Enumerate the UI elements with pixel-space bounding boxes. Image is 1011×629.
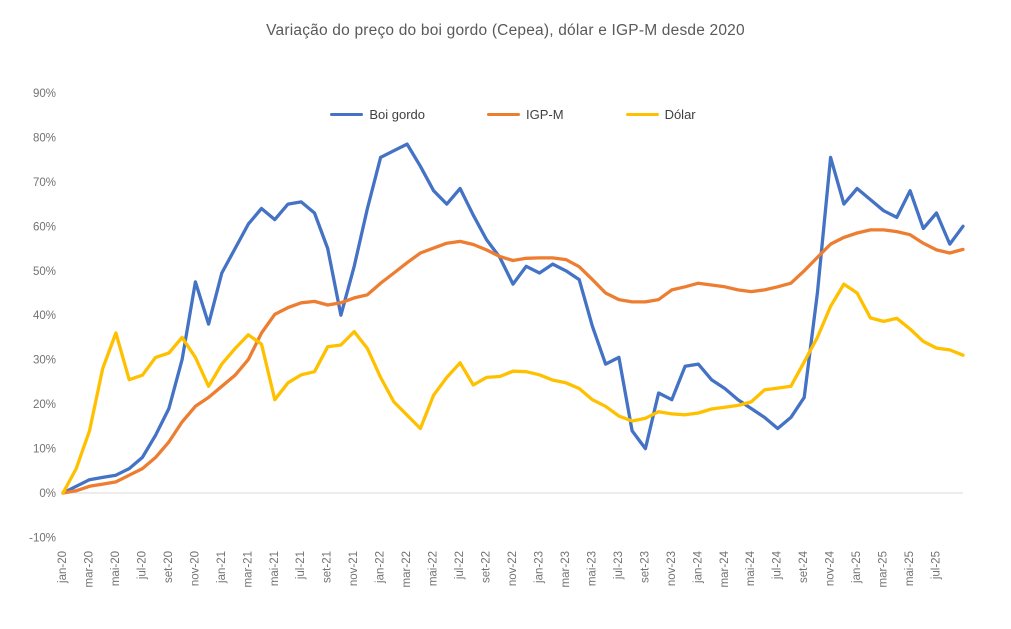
x-tick-label: mar-24 <box>719 550 731 587</box>
x-tick-label: nov-20 <box>189 551 201 586</box>
x-tick-label: set-24 <box>798 550 810 583</box>
x-tick-label: jul-20 <box>136 551 148 580</box>
y-tick-label: 30% <box>33 355 56 367</box>
y-tick-label: 60% <box>33 221 56 233</box>
x-tick-label: jan-21 <box>216 551 228 584</box>
x-tick-label: nov-24 <box>825 550 837 586</box>
series-line-boi-gordo <box>61 142 965 495</box>
x-tick-label: jan-24 <box>692 550 704 584</box>
legend-swatch-igpm <box>487 112 520 117</box>
x-tick-label: jan-25 <box>851 551 863 584</box>
x-tick-label: mai-25 <box>904 551 916 586</box>
x-tick-label: nov-23 <box>666 551 678 586</box>
legend: Boi gordo IGP-M Dólar <box>63 107 963 122</box>
legend-item-boi-gordo: Boi gordo <box>330 107 425 122</box>
x-tick-label: mar-20 <box>83 551 95 587</box>
x-tick-label: jan-22 <box>375 551 387 584</box>
x-tick-label: mar-21 <box>242 551 254 587</box>
x-tick-label: mar-22 <box>401 551 413 587</box>
series-line-d-lar <box>61 282 965 495</box>
x-tick-label: nov-22 <box>507 551 519 586</box>
x-tick-label: mai-21 <box>269 551 281 586</box>
x-tick-label: set-22 <box>481 551 493 583</box>
x-tick-label: jan-23 <box>533 551 545 584</box>
legend-swatch-dolar <box>625 112 659 117</box>
y-tick-label: 90% <box>33 88 56 100</box>
chart-title: Variação do preço do boi gordo (Cepea), … <box>266 22 745 39</box>
y-tick-label: -10% <box>29 532 56 544</box>
x-tick-label: mai-20 <box>110 551 122 586</box>
legend-label-boi-gordo: Boi gordo <box>369 107 425 122</box>
x-tick-label: mai-23 <box>586 551 598 586</box>
legend-swatch-boi-gordo <box>330 112 364 117</box>
x-tick-label: nov-21 <box>348 551 360 586</box>
y-tick-label: 40% <box>33 310 56 322</box>
x-tick-label: jul-25 <box>931 551 943 580</box>
x-tick-label: mai-22 <box>428 551 440 586</box>
series-line-igp-m <box>61 228 965 495</box>
x-tick-label: set-21 <box>322 551 334 583</box>
y-tick-label: 80% <box>33 132 56 144</box>
legend-item-igpm: IGP-M <box>487 107 564 122</box>
x-tick-label: mar-25 <box>878 551 890 587</box>
y-tick-label: 0% <box>39 488 56 500</box>
y-tick-label: 20% <box>33 399 56 411</box>
x-tick-label: set-20 <box>163 551 175 583</box>
legend-label-dolar: Dólar <box>664 107 696 122</box>
legend-item-dolar: Dólar <box>625 107 696 122</box>
y-tick-label: 50% <box>33 266 56 278</box>
x-tick-label: mar-23 <box>560 551 572 587</box>
x-tick-label: jan-20 <box>57 551 69 584</box>
y-tick-label: 10% <box>33 444 56 456</box>
y-tick-label: 70% <box>33 177 56 189</box>
x-tick-label: jul-24 <box>772 550 784 580</box>
x-tick-label: jul-21 <box>295 551 307 580</box>
x-tick-label: jul-23 <box>613 551 625 580</box>
legend-label-igpm: IGP-M <box>526 107 564 122</box>
x-tick-label: jul-22 <box>454 551 466 580</box>
x-tick-label: set-23 <box>639 551 651 583</box>
x-tick-label: mai-24 <box>745 550 757 586</box>
